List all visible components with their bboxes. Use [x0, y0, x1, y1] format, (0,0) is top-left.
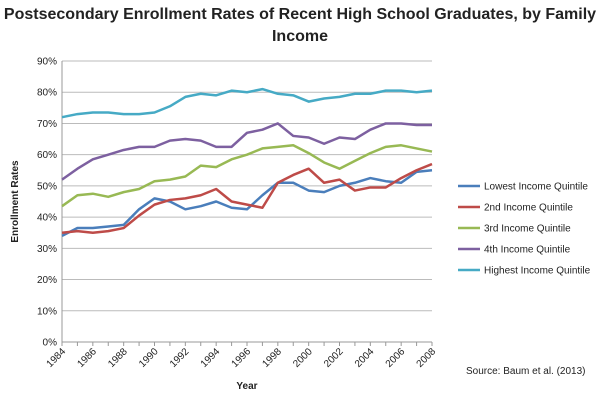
y-tick-label: 70%	[37, 119, 57, 130]
y-tick-label: 30%	[37, 244, 57, 255]
x-tick-label: 1986	[75, 346, 99, 370]
x-tick-label: 2008	[415, 346, 439, 370]
y-tick-label: 60%	[37, 150, 57, 161]
x-tick-label: 1984	[45, 346, 69, 370]
y-tick-label: 90%	[37, 57, 57, 68]
series-line	[61, 169, 433, 237]
legend-label: 3rd Income Quintile	[484, 224, 571, 235]
y-axis-label: Enrollment Rates	[10, 160, 21, 243]
legend-label: Highest Income Quintile	[484, 266, 591, 277]
y-tick-label: 0%	[43, 338, 58, 349]
x-tick-label: 2000	[291, 346, 315, 370]
legend-label: 4th Income Quintile	[484, 245, 571, 256]
y-tick-label: 40%	[37, 213, 57, 224]
series-line	[61, 162, 433, 234]
y-tick-label: 20%	[37, 275, 57, 286]
y-tick-label: 50%	[37, 181, 57, 192]
series-line	[61, 87, 433, 119]
legend-label: Lowest Income Quintile	[484, 182, 588, 193]
series-line	[61, 122, 432, 181]
x-tick-label: 1988	[106, 346, 130, 370]
y-tick-label: 10%	[37, 306, 57, 317]
legend-label: 2nd Income Quintile	[484, 203, 573, 214]
x-axis-label: Year	[236, 381, 257, 392]
source-note: Source: Baum et al. (2013)	[466, 366, 586, 377]
x-tick-label: 2002	[322, 346, 346, 370]
x-tick-label: 1992	[168, 346, 192, 370]
x-tick-label: 2004	[353, 346, 377, 370]
x-tick-label: 1994	[199, 346, 223, 370]
chart-title: Postsecondary Enrollment Rates of Recent…	[3, 6, 597, 45]
series-line	[61, 144, 433, 208]
y-tick-label: 80%	[37, 88, 57, 99]
x-tick-label: 1996	[230, 346, 254, 370]
x-tick-label: 1998	[260, 346, 284, 370]
x-tick-label: 2006	[384, 346, 408, 370]
x-tick-label: 1990	[137, 346, 161, 370]
